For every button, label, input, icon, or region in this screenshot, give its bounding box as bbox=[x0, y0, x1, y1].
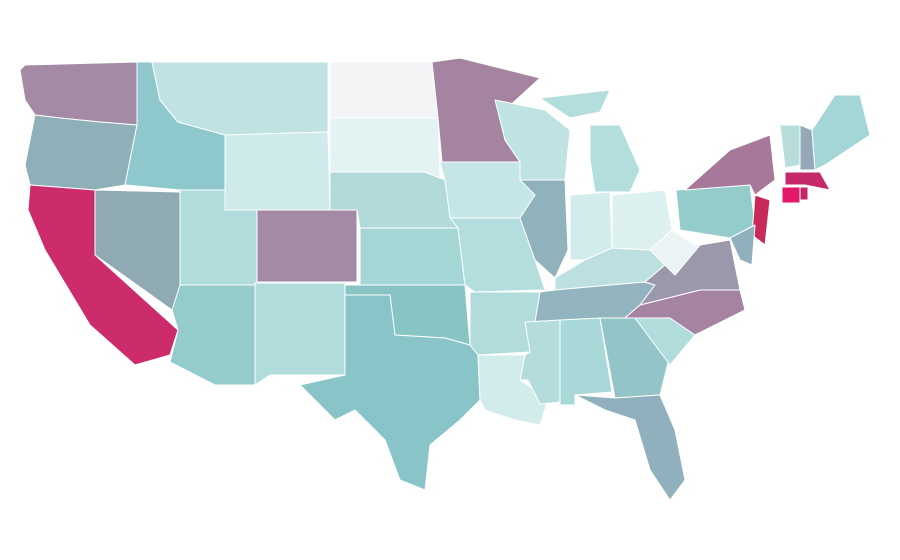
state bbox=[299, 294, 481, 491]
state bbox=[539, 89, 611, 119]
state bbox=[256, 209, 358, 283]
state bbox=[519, 179, 569, 279]
state bbox=[574, 394, 686, 501]
state bbox=[169, 284, 256, 386]
state bbox=[569, 191, 613, 261]
state bbox=[811, 94, 871, 171]
state bbox=[329, 61, 439, 119]
state bbox=[589, 124, 641, 193]
state bbox=[675, 184, 756, 239]
state bbox=[779, 124, 801, 169]
state bbox=[784, 171, 831, 191]
state bbox=[224, 131, 331, 211]
state bbox=[751, 194, 771, 246]
state bbox=[684, 134, 776, 196]
state bbox=[649, 229, 701, 276]
state bbox=[729, 224, 756, 266]
state bbox=[254, 282, 346, 386]
state bbox=[799, 186, 809, 201]
state bbox=[469, 291, 541, 356]
state bbox=[359, 227, 466, 286]
state bbox=[329, 117, 441, 181]
state bbox=[781, 186, 801, 204]
state bbox=[24, 114, 138, 191]
